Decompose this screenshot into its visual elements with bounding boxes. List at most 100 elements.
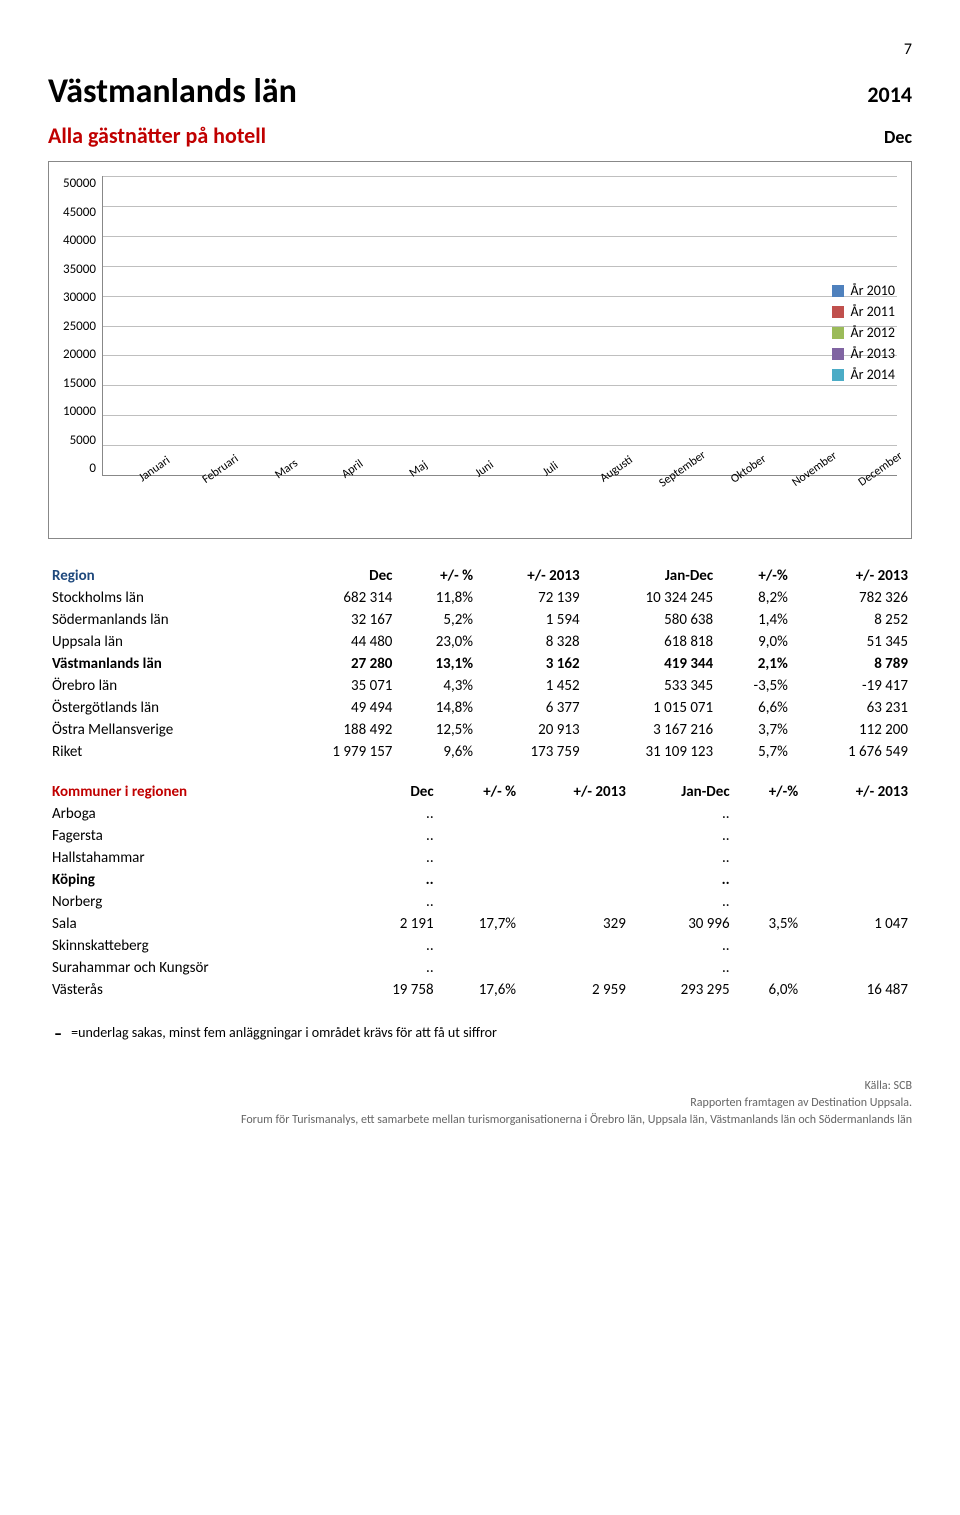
table-cell: .. [348,803,438,825]
table-cell [520,825,630,847]
legend-label: År 2014 [850,366,895,383]
table-cell: .. [630,891,734,913]
row-label: Östergötlands län [48,697,276,719]
legend-swatch [832,348,844,360]
table-cell: 19 758 [348,979,438,1001]
table-cell: 293 295 [630,979,734,1001]
table-row: Arboga.... [48,803,912,825]
chart-yaxis: 5000045000400003500030000250002000015000… [63,176,102,476]
ytick-label: 40000 [63,233,96,248]
footer-source: Källa: SCB [48,1078,912,1095]
legend-item: År 2013 [832,345,895,362]
table-cell [438,847,520,869]
table-cell: 4,3% [396,675,477,697]
table-cell: 533 345 [584,675,718,697]
table-cell: .. [630,957,734,979]
table-cell: 329 [520,913,630,935]
subtitle-row: Alla gästnätter på hotell Dec [48,122,912,149]
table-row: Köping.... [48,869,912,891]
legend-item: År 2012 [832,324,895,341]
table-cell [438,803,520,825]
table-header: Dec [348,781,438,803]
table-row: Uppsala län44 48023,0%8 328618 8189,0%51… [48,631,912,653]
table-cell [438,891,520,913]
table-row: Östra Mellansverige188 49212,5%20 9133 1… [48,719,912,741]
table-cell: 1 676 549 [792,741,912,763]
table-cell: 23,0% [396,631,477,653]
table-cell: .. [348,891,438,913]
legend-swatch [832,369,844,381]
table-cell: 8 328 [477,631,584,653]
row-label: Fagersta [48,825,348,847]
legend-label: År 2011 [850,303,895,320]
table-cell [438,825,520,847]
table-header: Jan-Dec [630,781,734,803]
ytick-label: 45000 [63,205,96,220]
legend-swatch [832,327,844,339]
table-cell: 35 071 [276,675,396,697]
table-cell [520,803,630,825]
footer: Källa: SCB Rapporten framtagen av Destin… [48,1078,912,1128]
table-cell: 8,2% [717,587,792,609]
footnote-dash: - [48,1019,68,1048]
table-cell: 51 345 [792,631,912,653]
legend-item: År 2010 [832,282,895,299]
table-cell [520,847,630,869]
ytick-label: 0 [89,461,96,476]
table-cell [802,825,912,847]
table-header: +/- % [438,781,520,803]
table-cell [734,847,803,869]
legend-item: År 2011 [832,303,895,320]
table-cell: 13,1% [396,653,477,675]
table-cell: 17,6% [438,979,520,1001]
table-cell: 173 759 [477,741,584,763]
row-label: Riket [48,741,276,763]
row-label: Örebro län [48,675,276,697]
table-cell: -3,5% [717,675,792,697]
table-cell [802,847,912,869]
table-cell: 32 167 [276,609,396,631]
row-label: Sala [48,913,348,935]
table-cell: .. [630,869,734,891]
table-cell: 1,4% [717,609,792,631]
table-cell [734,869,803,891]
table-cell: 1 015 071 [584,697,718,719]
table-cell: .. [348,847,438,869]
table-cell: .. [630,803,734,825]
bar-chart: 5000045000400003500030000250002000015000… [48,161,912,539]
ytick-label: 25000 [63,319,96,334]
table-header: Dec [276,565,396,587]
table-cell [802,891,912,913]
table-cell: 580 638 [584,609,718,631]
table-header: Kommuner i regionen [48,781,348,803]
table-cell: 2 191 [348,913,438,935]
table-row: Skinnskatteberg.... [48,935,912,957]
table-header: Jan-Dec [584,565,718,587]
table-header: +/- 2013 [802,781,912,803]
row-label: Västmanlands län [48,653,276,675]
table-cell: 2,1% [717,653,792,675]
table-cell: 6,6% [717,697,792,719]
page-number: 7 [48,40,912,59]
table-header: +/- 2013 [792,565,912,587]
table-cell: 1 594 [477,609,584,631]
ytick-label: 30000 [63,290,96,305]
region-table: RegionDec+/- %+/- 2013Jan-Dec+/-%+/- 201… [48,565,912,763]
row-label: Västerås [48,979,348,1001]
table-cell: .. [630,847,734,869]
chart-plot [102,176,897,476]
footnote-text: =underlag sakas, minst fem anläggningar … [71,1024,497,1041]
page-title: Västmanlands län [48,71,297,112]
row-label: Södermanlands län [48,609,276,631]
chart-xaxis: JanuariFebruariMarsAprilMajJuniJuliAugus… [105,476,897,532]
table-cell: 3,7% [717,719,792,741]
ytick-label: 10000 [63,404,96,419]
table-row: Stockholms län682 31411,8%72 13910 324 2… [48,587,912,609]
table-cell: 9,0% [717,631,792,653]
table-cell: 1 047 [802,913,912,935]
table-row: Västmanlands län27 28013,1%3 162419 3442… [48,653,912,675]
row-label: Köping [48,869,348,891]
subtitle-month: Dec [884,126,912,148]
table-cell: 12,5% [396,719,477,741]
subtitle: Alla gästnätter på hotell [48,122,266,149]
